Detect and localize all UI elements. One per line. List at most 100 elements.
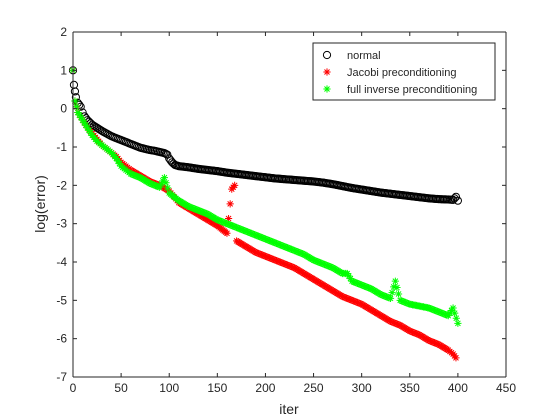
data-point (271, 256, 279, 264)
y-tick-label: -5 (56, 293, 67, 307)
data-point (237, 225, 245, 233)
data-point (268, 255, 276, 263)
data-point (69, 80, 79, 90)
data-point (202, 209, 210, 218)
data-point (413, 330, 421, 338)
data-point (220, 218, 228, 227)
data-point (127, 170, 135, 178)
data-point (146, 179, 154, 188)
data-point (199, 208, 208, 217)
data-point (396, 296, 404, 304)
y-tick-label: 2 (60, 25, 67, 39)
data-point (79, 116, 87, 124)
data-point (342, 294, 351, 302)
data-point (384, 293, 392, 301)
data-point (246, 229, 254, 237)
y-tick-label: 0 (60, 102, 67, 116)
data-point (428, 305, 436, 313)
data-point (282, 260, 290, 269)
data-point (316, 259, 325, 267)
data-point (364, 284, 373, 292)
data-point (150, 181, 158, 189)
data-point (435, 308, 443, 316)
data-point (386, 317, 395, 326)
data-point (386, 294, 395, 303)
data-point (82, 121, 90, 129)
data-point (289, 246, 297, 254)
data-point (341, 293, 349, 302)
data-point (70, 87, 80, 96)
data-point (414, 330, 422, 338)
data-point (356, 300, 364, 308)
data-point (115, 160, 124, 168)
data-point (425, 304, 433, 312)
data-point (231, 223, 239, 231)
data-point (397, 297, 406, 305)
y-tick-label: -2 (56, 178, 67, 192)
data-point (408, 328, 417, 336)
data-point (190, 205, 198, 213)
data-point (286, 245, 294, 253)
data-point (252, 231, 260, 239)
x-tick-label: 100 (159, 381, 179, 395)
series-2-points (69, 66, 462, 327)
data-point (360, 282, 369, 290)
data-point (248, 229, 256, 238)
data-point (441, 310, 450, 319)
y-tick-label: -4 (56, 255, 67, 269)
data-point (188, 204, 197, 212)
y-axis-label: log(error) (32, 175, 48, 233)
data-point (259, 234, 267, 242)
data-point (256, 233, 264, 241)
data-point (430, 339, 439, 347)
data-point (281, 243, 289, 251)
data-point (297, 249, 305, 257)
data-point (432, 339, 440, 347)
data-point (410, 329, 418, 337)
data-point (406, 327, 414, 335)
data-point (352, 298, 360, 306)
data-point (242, 227, 250, 235)
data-point (296, 249, 304, 257)
data-point (254, 232, 263, 240)
data-point (298, 250, 307, 258)
data-point (74, 108, 82, 117)
x-tick-label: 400 (448, 381, 468, 395)
data-point (355, 280, 363, 288)
data-point (344, 295, 352, 303)
data-point (444, 312, 452, 320)
data-point (147, 180, 155, 188)
data-point (338, 292, 347, 301)
data-point (157, 180, 165, 188)
x-tick-label: 350 (400, 381, 420, 395)
data-point (128, 170, 136, 178)
data-point (287, 245, 296, 254)
data-point (362, 283, 370, 291)
x-tick-label: 200 (255, 381, 275, 395)
data-point (353, 279, 362, 287)
x-tick-label: 300 (352, 381, 372, 395)
data-point (454, 319, 462, 327)
data-point (151, 182, 160, 190)
data-point (348, 277, 356, 285)
data-point (215, 216, 223, 224)
data-point (318, 259, 326, 267)
data-point (164, 184, 172, 192)
data-point (193, 206, 201, 214)
data-point (279, 259, 287, 267)
data-point (363, 283, 371, 291)
data-point (160, 174, 169, 182)
data-point (312, 257, 320, 265)
data-point (426, 337, 434, 345)
data-point (198, 208, 206, 216)
data-point (276, 258, 285, 266)
data-point (186, 203, 194, 211)
data-point (270, 255, 278, 264)
data-point (234, 224, 242, 232)
data-point (285, 244, 293, 252)
data-point (223, 220, 231, 228)
data-point (340, 293, 348, 301)
data-point (249, 230, 257, 238)
y-tick-label: -1 (56, 140, 67, 154)
data-point (223, 229, 231, 237)
